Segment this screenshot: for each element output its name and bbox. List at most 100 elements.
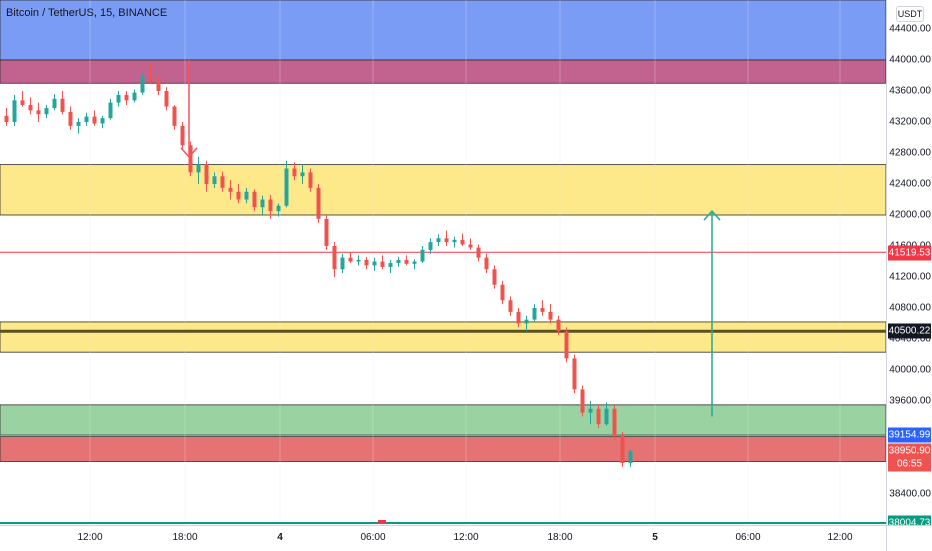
axis-corner [886, 525, 932, 551]
candle-body [36, 110, 41, 115]
candle-body [132, 92, 137, 101]
price-badge: 40500.22 [888, 323, 931, 339]
price-tick: 40400.00 [889, 333, 931, 345]
candle-body [228, 187, 233, 192]
candle-body [196, 164, 201, 173]
candle-body [148, 77, 153, 82]
candle-body [364, 259, 369, 266]
candle-body [44, 108, 49, 115]
price-badge: 06:55 [888, 456, 931, 472]
down-arrow-head [180, 147, 198, 159]
candle-body [244, 191, 249, 200]
purple-zone [0, 59, 886, 84]
candle-body [452, 239, 457, 243]
time-label: 5 [652, 532, 658, 543]
candle-body [388, 263, 393, 267]
price-tick: 40000.00 [889, 364, 931, 376]
price-badge: 39154.99 [888, 427, 931, 443]
candle-body [524, 319, 529, 324]
price-tick: 41200.00 [889, 271, 931, 283]
candle-body [444, 238, 449, 243]
event-marker [378, 520, 386, 524]
candle-body [372, 261, 377, 266]
time-label: 18:00 [172, 532, 198, 543]
candle-body [476, 247, 481, 258]
candle-body [348, 257, 353, 262]
candle-body [212, 176, 217, 184]
red-zone [0, 436, 886, 462]
price-tick: 42000.00 [889, 209, 931, 221]
green-zone [0, 404, 886, 436]
candle-body [604, 408, 609, 425]
candle-body [628, 451, 633, 463]
price-tick: 44400.00 [889, 23, 931, 35]
candle-body [268, 199, 273, 212]
candle-body [140, 77, 145, 93]
candle-body [412, 261, 417, 264]
candle-body [332, 246, 337, 270]
candle-body [324, 218, 329, 246]
candle-body [556, 319, 561, 332]
candle-body [596, 408, 601, 425]
candle-body [500, 284, 505, 301]
candle-body [356, 259, 361, 262]
price-tick: 42400.00 [889, 178, 931, 190]
candle-body [380, 261, 385, 267]
candle-body [620, 435, 625, 463]
candle-body [124, 94, 129, 101]
candle-body [188, 145, 193, 173]
price-tick: 44000.00 [889, 54, 931, 66]
candle-body [116, 94, 121, 103]
candle-body [84, 116, 89, 122]
time-label: 18:00 [547, 532, 573, 543]
time-label: 12:00 [77, 532, 103, 543]
candle-body [236, 191, 241, 200]
time-label: 06:00 [735, 532, 761, 543]
price-tick: 43600.00 [889, 85, 931, 97]
candle-body [580, 389, 585, 413]
time-label: 4 [277, 532, 283, 543]
candle-body [92, 116, 97, 124]
candle-body [340, 257, 345, 270]
time-axis[interactable]: 12:00 18:00 4 06:00 12:00 18:00 5 06:00 12:00 [0, 525, 886, 551]
candle-body [516, 311, 521, 324]
candle-body [316, 187, 321, 219]
price-tick: 42800.00 [889, 147, 931, 159]
symbol-legend: Bitcoin / TetherUS, 15, BINANCE [6, 7, 168, 19]
candle-body [404, 259, 409, 264]
time-label: 06:00 [360, 532, 386, 543]
candle-body [420, 249, 425, 262]
price-tick: 40800.00 [889, 302, 931, 314]
candle-body [20, 100, 25, 105]
candle-body [100, 118, 105, 124]
candle-body [68, 111, 73, 126]
yellow-zone-lower [0, 321, 886, 353]
candle-body [260, 199, 265, 208]
candle-body [108, 102, 113, 119]
price-chart[interactable] [0, 0, 886, 525]
price-axis[interactable]: USDT 44400.00 44000.00 43600.00 43200.00 428… [886, 0, 932, 531]
chart-area[interactable]: Bitcoin / TetherUS, 15, BINANCE [0, 0, 886, 525]
price-tick: 38400.00 [889, 488, 931, 500]
candle-body [4, 115, 9, 122]
candle-body [276, 205, 281, 212]
yellow-zone-upper [0, 164, 886, 216]
candle-body [52, 98, 57, 109]
candle-body [284, 168, 289, 206]
candle-body [572, 358, 577, 390]
candle-body [220, 176, 225, 188]
candle-body [396, 259, 401, 264]
candle-body [308, 172, 313, 188]
time-label: 12:00 [453, 532, 479, 543]
candle-body [76, 122, 81, 126]
candle-body [540, 308, 545, 312]
candle-body [532, 308, 537, 320]
candle-body [204, 164, 209, 184]
price-tick: 39600.00 [889, 395, 931, 407]
currency-button[interactable]: USDT [896, 6, 924, 22]
candle-body [252, 191, 257, 208]
candle-body [588, 408, 593, 413]
candle-body [508, 300, 513, 312]
candle-body [292, 168, 297, 177]
candle-body [156, 81, 161, 91]
